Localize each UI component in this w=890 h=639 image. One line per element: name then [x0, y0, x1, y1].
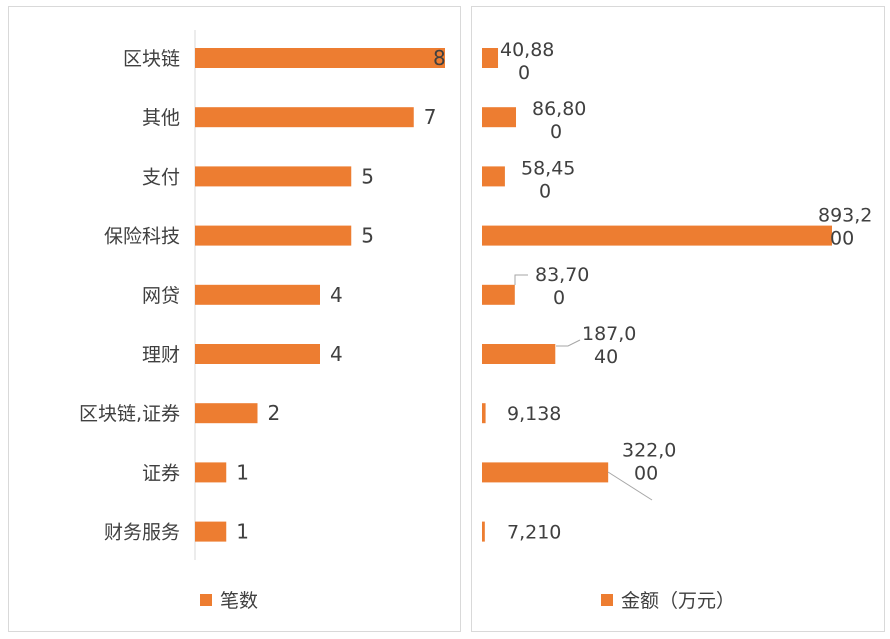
amount-data-label: 0 — [550, 121, 562, 143]
category-label: 理财 — [142, 344, 180, 366]
count-bar — [195, 48, 445, 68]
amount-data-label: 58,45 — [521, 157, 575, 179]
category-label: 支付 — [142, 166, 180, 188]
amount-data-label: 00 — [634, 462, 658, 484]
count-data-label: 7 — [424, 105, 437, 129]
amount-data-label: 40 — [594, 346, 618, 368]
legend-swatch-count — [200, 593, 212, 606]
count-bar — [195, 284, 320, 305]
amount-bar — [482, 462, 609, 483]
count-bar — [195, 225, 352, 246]
category-label: 证券 — [142, 462, 180, 484]
count-data-label: 5 — [361, 224, 374, 248]
amount-data-label: 187,0 — [582, 323, 636, 345]
amount-data-label: 86,80 — [532, 98, 586, 120]
category-label: 区块链,证券 — [79, 403, 180, 425]
amount-bar — [482, 344, 556, 364]
category-label: 区块链 — [123, 48, 180, 70]
amount-data-label: 0 — [553, 287, 565, 309]
amount-bar — [482, 225, 832, 246]
legend-swatch-amount — [601, 593, 613, 606]
category-label: 其他 — [142, 107, 180, 129]
count-bar — [195, 344, 320, 364]
legend-label-count: 笔数 — [220, 590, 259, 612]
amount-data-label: 83,70 — [535, 264, 589, 286]
count-data-label: 4 — [330, 283, 343, 307]
count-bar — [195, 521, 227, 542]
leader-line — [607, 471, 653, 501]
amount-chart-panel — [471, 6, 885, 632]
count-data-label: 1 — [236, 460, 249, 484]
amount-bar — [482, 48, 499, 68]
amount-bar — [482, 403, 486, 424]
count-bar — [195, 166, 352, 187]
leader-line — [514, 274, 528, 285]
count-bar — [195, 107, 414, 128]
count-data-label: 5 — [361, 164, 374, 188]
amount-bar — [482, 166, 505, 187]
count-bar — [195, 403, 258, 424]
amount-data-label: 9,138 — [507, 403, 561, 425]
category-label: 网贷 — [142, 285, 180, 307]
amount-bar — [482, 284, 515, 305]
amount-data-label: 0 — [518, 62, 530, 84]
category-label: 财务服务 — [104, 522, 180, 544]
count-data-label: 1 — [236, 520, 249, 544]
amount-data-label: 0 — [539, 180, 551, 202]
amount-data-label: 40,88 — [500, 39, 554, 61]
amount-bar — [482, 107, 517, 128]
count-bar — [195, 462, 227, 483]
count-data-label: 8 — [433, 46, 446, 70]
amount-data-label: 322,0 — [622, 439, 676, 461]
amount-bar — [482, 521, 485, 542]
count-data-label: 2 — [268, 401, 281, 425]
amount-data-label: 7,210 — [507, 522, 561, 544]
category-label: 保险科技 — [104, 226, 180, 248]
legend-amount: 金额（万元） — [601, 586, 735, 613]
amount-data-label: 893,2 — [818, 205, 872, 227]
legend-count: 笔数 — [200, 586, 258, 613]
leader-line — [556, 339, 581, 347]
amount-data-label: 00 — [830, 228, 854, 250]
legend-label-amount: 金额（万元） — [621, 590, 736, 612]
count-data-label: 4 — [330, 342, 343, 366]
